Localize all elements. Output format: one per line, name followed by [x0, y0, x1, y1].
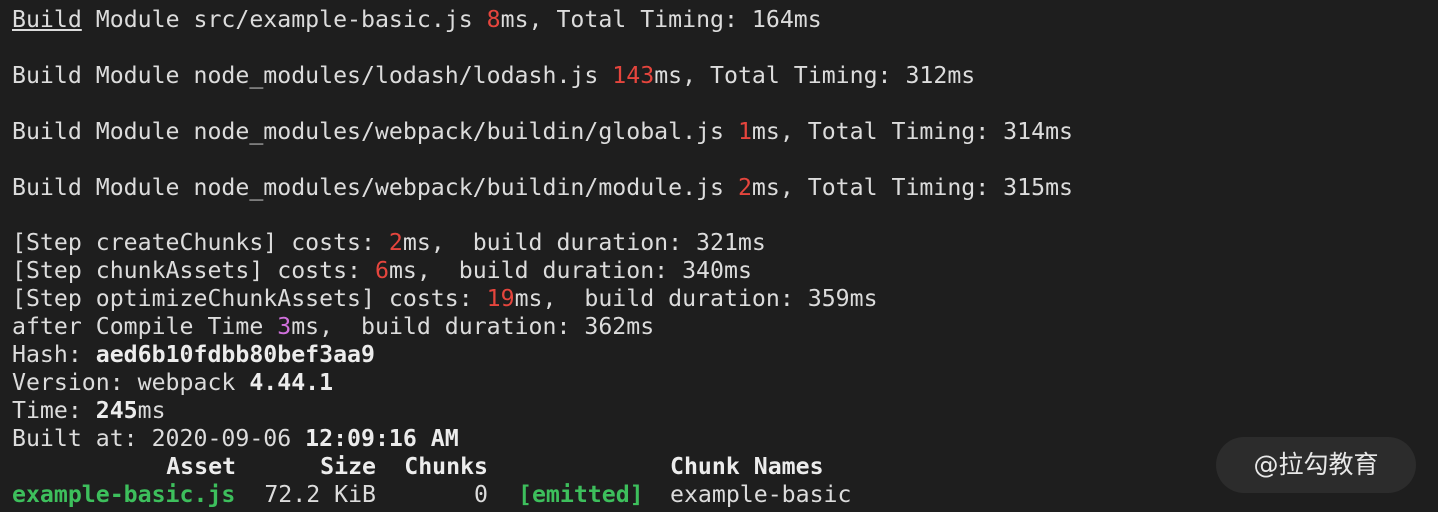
log-text: [Step chunkAssets] costs:: [12, 257, 375, 284]
log-text: Version: webpack: [12, 369, 250, 396]
log-text: Hash:: [12, 341, 96, 368]
log-text: ms, build duration: 321ms: [402, 229, 766, 256]
log-line: Version: webpack 4.44.1: [12, 369, 333, 397]
log-line: Build Module src/example-basic.js 8ms, T…: [12, 6, 822, 34]
log-text: Build Module node_modules/lodash/lodash.…: [12, 62, 613, 89]
log-text: ms, build duration: 359ms: [514, 285, 878, 312]
log-line: Build Module node_modules/webpack/buildi…: [12, 174, 1073, 202]
log-text: 143: [612, 62, 655, 89]
log-text: [Step optimizeChunkAssets] costs:: [12, 285, 487, 312]
asset-chunks: 0: [474, 481, 488, 508]
log-text: ms, Total Timing: 315ms: [751, 174, 1073, 201]
log-text: Build Module node_modules/webpack/buildi…: [12, 118, 738, 145]
log-line: Time: 245ms: [12, 397, 166, 425]
header-chunk-names: Chunk Names: [670, 453, 824, 480]
log-line: Build Module node_modules/webpack/buildi…: [12, 118, 1073, 146]
asset-size: 72.2 KiB: [264, 481, 376, 508]
log-text: Build Module node_modules/webpack/buildi…: [12, 174, 738, 201]
log-text: ms, build duration: 362ms: [291, 313, 655, 340]
log-text: Build: [12, 6, 82, 33]
log-text: ms, Total Timing: 312ms: [654, 62, 976, 89]
header-size: Size: [320, 453, 376, 480]
log-line: [Step chunkAssets] costs: 6ms, build dur…: [12, 257, 752, 285]
log-text: 8: [486, 6, 501, 33]
log-text: Built at: 2020-09-06: [12, 425, 306, 452]
watermark: @拉勾教育: [1216, 437, 1416, 493]
log-text: ms, build duration: 340ms: [388, 257, 752, 284]
log-text: 2: [737, 174, 752, 201]
log-text: Module src/example-basic.js: [81, 6, 487, 33]
header-asset: Asset: [166, 453, 236, 480]
log-text: [Step createChunks] costs:: [12, 229, 389, 256]
log-line: Hash: aed6b10fdbb80bef3aa9: [12, 341, 375, 369]
log-line: [Step createChunks] costs: 2ms, build du…: [12, 229, 766, 257]
log-text: Time:: [12, 397, 96, 424]
log-text: 19: [486, 285, 515, 312]
log-line: [Step optimizeChunkAssets] costs: 19ms, …: [12, 285, 878, 313]
header-chunks: Chunks: [404, 453, 488, 480]
log-text: ms, Total Timing: 164ms: [500, 6, 822, 33]
log-text: after Compile Time: [12, 313, 278, 340]
log-text: 6: [374, 257, 389, 284]
log-text: 3: [277, 313, 292, 340]
log-line: after Compile Time 3ms, build duration: …: [12, 313, 654, 341]
log-text: ms, Total Timing: 314ms: [751, 118, 1073, 145]
asset-name: example-basic.js: [12, 481, 236, 508]
log-text: 4.44.1: [249, 369, 334, 396]
asset-status: [emitted]: [518, 481, 644, 508]
log-text: 2: [388, 229, 403, 256]
log-line: Built at: 2020-09-06 12:09:16 AM: [12, 425, 459, 453]
log-text: 1: [737, 118, 752, 145]
log-text: 12:09:16 AM: [305, 425, 459, 452]
log-line: Build Module node_modules/lodash/lodash.…: [12, 62, 975, 90]
asset-chunk-names: example-basic: [670, 481, 852, 508]
log-text: 245: [95, 397, 138, 424]
log-text: ms: [137, 397, 166, 424]
log-text: aed6b10fdbb80bef3aa9: [95, 341, 375, 368]
